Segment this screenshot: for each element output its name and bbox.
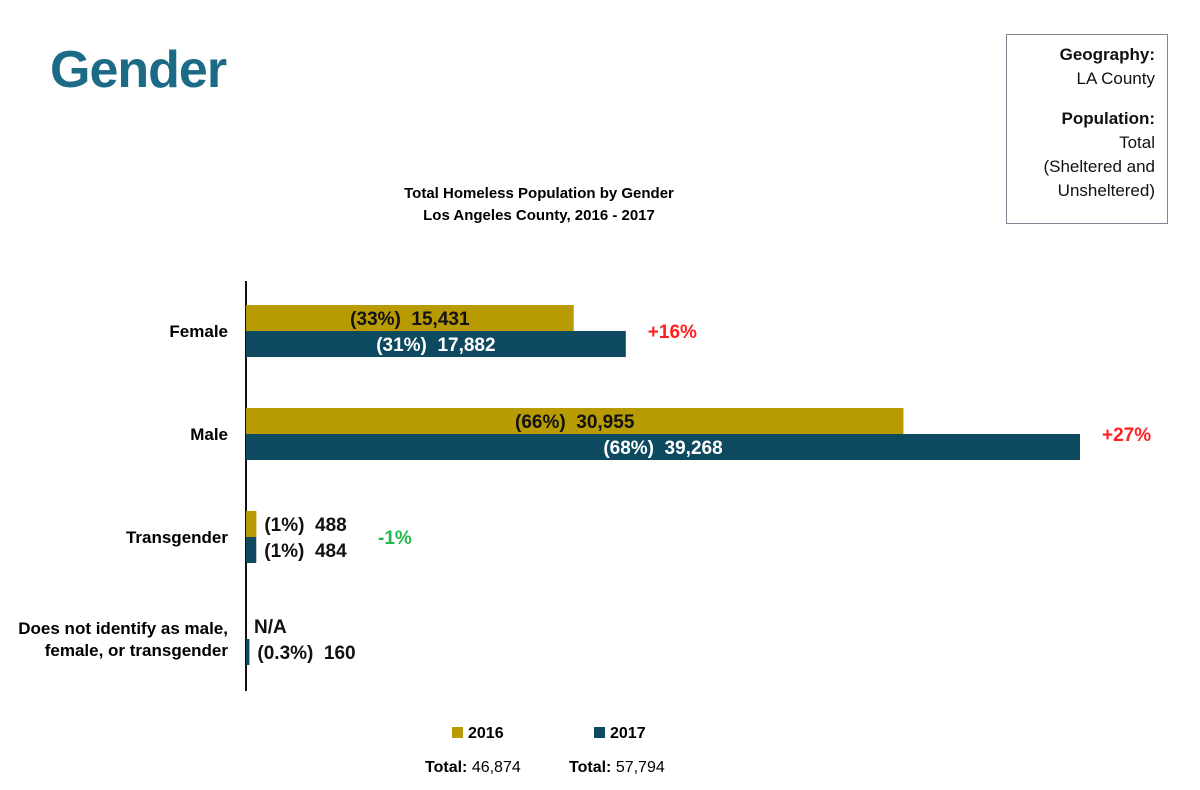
bar-2017 xyxy=(246,639,250,665)
data-label: (31%) 17,882 xyxy=(376,335,495,356)
bar-2016 xyxy=(246,305,574,331)
data-label: N/A xyxy=(254,617,287,638)
geography-value: LA County xyxy=(1076,69,1155,88)
info-box: Geography: LA County Population: Total (… xyxy=(1006,34,1168,224)
change-label: +16% xyxy=(648,322,697,343)
total-label: Total: 46,874 xyxy=(425,759,521,776)
geography-label: Geography: xyxy=(1059,45,1155,64)
change-label: -1% xyxy=(378,528,412,549)
bar-2017 xyxy=(246,434,1080,460)
data-label: (66%) 30,955 xyxy=(515,412,635,433)
category-label: Male xyxy=(190,425,228,444)
category-label: Female xyxy=(169,322,228,341)
chart-title: Total Homeless Population by Gender xyxy=(404,185,674,202)
category-label: female, or transgender xyxy=(45,641,229,660)
bar-2016 xyxy=(246,408,904,434)
chart-subtitle: Los Angeles County, 2016 - 2017 xyxy=(423,207,655,224)
legend-label: 2016 xyxy=(468,725,504,742)
population-label: Population: xyxy=(1061,109,1155,128)
bar-2017 xyxy=(246,331,626,357)
legend-swatch-2016 xyxy=(452,727,463,738)
data-label: (33%) 15,431 xyxy=(350,309,470,330)
page-title: Gender xyxy=(50,41,227,99)
legend-swatch-2017 xyxy=(594,727,605,738)
change-label: +27% xyxy=(1102,425,1151,446)
population-value-line: (Sheltered and xyxy=(1043,157,1155,176)
population-value-line: Total xyxy=(1119,133,1155,152)
data-label: (68%) 39,268 xyxy=(603,438,722,459)
data-label: (1%) 488 xyxy=(264,515,346,536)
category-label: Does not identify as male, xyxy=(18,619,228,638)
total-value: 46,874 xyxy=(472,759,521,776)
bar-2016 xyxy=(246,511,257,537)
data-label: (1%) 484 xyxy=(264,541,347,562)
total-label-caption: Total: xyxy=(569,759,616,776)
data-label: (0.3%) 160 xyxy=(257,643,355,664)
total-value: 57,794 xyxy=(616,759,665,776)
category-label: Transgender xyxy=(126,528,228,547)
total-label: Total: 57,794 xyxy=(569,759,665,776)
total-label-caption: Total: xyxy=(425,759,472,776)
bar-2017 xyxy=(246,537,257,563)
population-value-line: Unsheltered) xyxy=(1057,181,1155,200)
legend-label: 2017 xyxy=(610,725,646,742)
